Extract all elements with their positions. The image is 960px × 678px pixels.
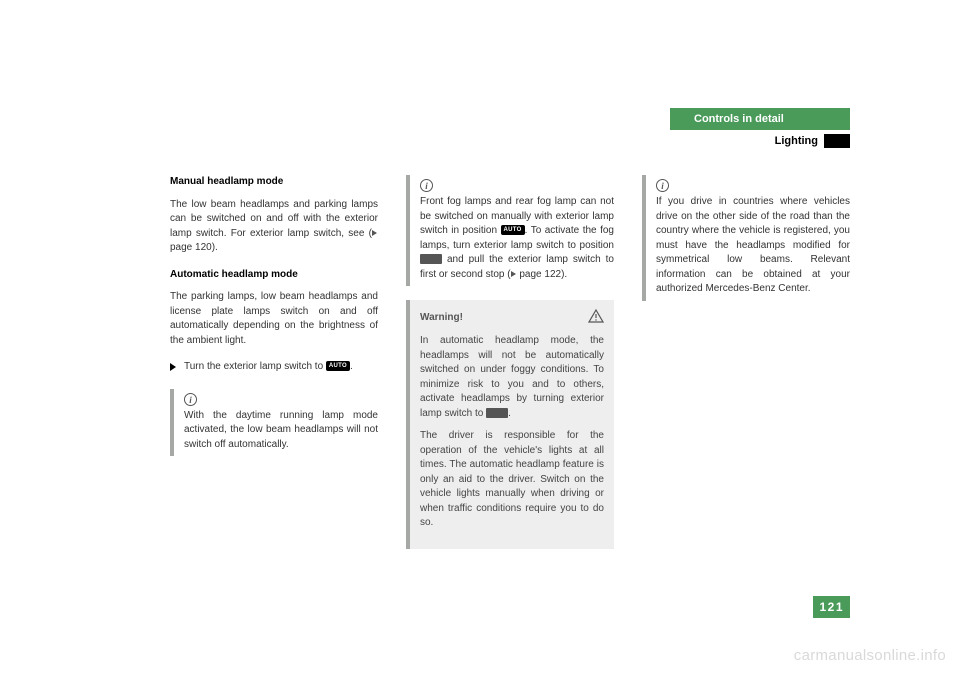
- text: In automatic headlamp mode, the headlamp…: [420, 335, 604, 419]
- warning-body: In automatic headlamp mode, the headlamp…: [410, 334, 614, 549]
- section-title: Lighting: [775, 135, 818, 147]
- warning-header: Warning!: [410, 300, 614, 334]
- ref-triangle-icon: [372, 230, 377, 236]
- warning-box: Warning! In automatic headlamp mode, the…: [406, 300, 614, 549]
- info-text: If you drive in countries where vehicles…: [656, 195, 850, 297]
- column-1: Manual headlamp mode The low beam headla…: [170, 175, 378, 549]
- section-row: Lighting: [170, 134, 850, 148]
- content-columns: Manual headlamp mode The low beam headla…: [170, 175, 850, 549]
- para-manual: The low beam headlamps and parking lamps…: [170, 198, 378, 256]
- bullet-triangle-icon: [170, 363, 176, 371]
- chapter-banner: Controls in detail: [670, 108, 850, 130]
- lamp-position-icon: [486, 408, 508, 418]
- auto-badge-icon: AUTO: [326, 361, 350, 371]
- para-auto: The parking lamps, low beam headlamps an…: [170, 290, 378, 348]
- info-icon: i: [656, 179, 669, 192]
- heading-manual: Manual headlamp mode: [170, 175, 378, 190]
- manual-page: Controls in detail Lighting Manual headl…: [0, 0, 960, 678]
- page-number: 121: [813, 596, 850, 618]
- warning-para-2: The driver is responsible for the operat…: [420, 429, 604, 531]
- column-2: i Front fog lamps and rear fog lamp can …: [406, 175, 614, 549]
- text: .: [508, 408, 511, 419]
- text: .: [350, 361, 353, 372]
- warning-para-1: In automatic headlamp mode, the headlamp…: [420, 334, 604, 421]
- info-note-2: i Front fog lamps and rear fog lamp can …: [406, 175, 614, 286]
- info-note-3: i If you drive in countries where vehicl…: [642, 175, 850, 301]
- instruction-bullet: Turn the exterior lamp switch to AUTO.: [170, 360, 378, 375]
- lamp-position-icon: [420, 254, 442, 264]
- info-text: With the daytime running lamp mode activ…: [184, 409, 378, 453]
- section-marker: [824, 134, 850, 148]
- chapter-title: Controls in detail: [694, 113, 784, 125]
- ref-triangle-icon: [511, 271, 516, 277]
- text: Turn the exterior lamp switch to: [184, 361, 326, 372]
- info-icon: i: [184, 393, 197, 406]
- bullet-text: Turn the exterior lamp switch to AUTO.: [184, 360, 353, 375]
- info-icon: i: [420, 179, 433, 192]
- text: The low beam headlamps and parking lamps…: [170, 199, 378, 239]
- text: page 122).: [517, 269, 568, 280]
- heading-auto: Automatic headlamp mode: [170, 268, 378, 283]
- info-text: Front fog lamps and rear fog lamp can no…: [420, 195, 614, 282]
- warning-title: Warning!: [420, 311, 463, 326]
- column-3: i If you drive in countries where vehicl…: [642, 175, 850, 549]
- warning-triangle-icon: [588, 308, 604, 328]
- auto-badge-icon: AUTO: [501, 225, 525, 235]
- info-note-1: i With the daytime running lamp mode act…: [170, 389, 378, 457]
- watermark: carmanualsonline.info: [794, 647, 946, 664]
- text: page 120).: [170, 242, 218, 253]
